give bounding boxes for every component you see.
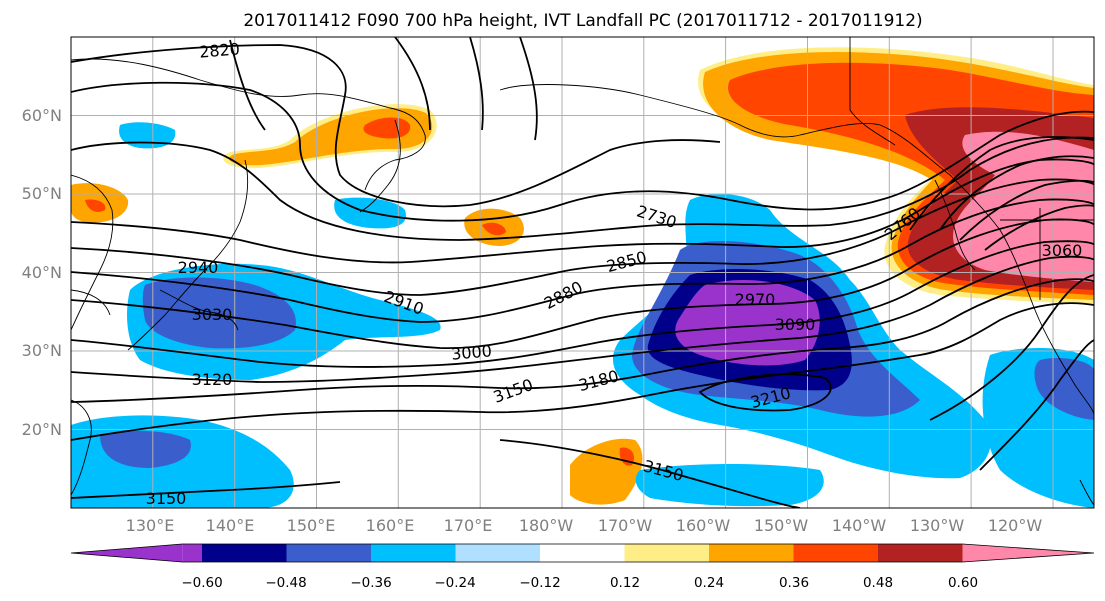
contour-j: [71, 302, 1094, 441]
shade-positive-midpac-red: [482, 222, 506, 236]
contour-west-4: [519, 37, 538, 141]
colorbar-tick-label: 0.24: [694, 575, 724, 591]
colorbar-labels: −0.60 −0.48 −0.36 −0.24 −0.12 0.12 0.24 …: [181, 575, 978, 591]
shade-negative-central-purple: [675, 280, 820, 366]
contour-l: [71, 481, 341, 499]
lon-tick-label: 130°W: [910, 516, 965, 535]
map-area: 2820 2940 3030 2910 2730 2850 2880 2970 …: [71, 37, 1094, 508]
contour-h: [71, 255, 1094, 383]
colorbar-bin: [286, 544, 371, 562]
contour-f: [71, 218, 1094, 349]
contour-g: [71, 240, 1094, 368]
colorbar-bin: [371, 544, 456, 562]
colorbar-bin: [709, 544, 794, 562]
contour-label: 3090: [775, 315, 816, 334]
colorbar-bin: [793, 544, 878, 562]
lon-tick-label: 170°W: [598, 516, 653, 535]
shade-negative-se-coast-blue: [1034, 358, 1094, 420]
lon-tick-label: 150°W: [754, 516, 809, 535]
contour-gulf-3: [959, 179, 1094, 241]
lat-tick-label: 20°N: [22, 420, 62, 439]
longitude-labels: 130°E 140°E 150°E 160°E 170°E 180°W 170°…: [126, 516, 1043, 535]
height-contours: [71, 37, 1094, 508]
contour-label: 2970: [735, 290, 776, 309]
colorbar-tick-label: −0.48: [265, 575, 306, 591]
colorbar-tick-label: −0.60: [181, 575, 222, 591]
contour-2820: [71, 44, 721, 208]
colorbar-outline: [70, 543, 1095, 563]
contour-c: [71, 158, 1094, 264]
contour-west-3: [469, 37, 484, 131]
map-title: 2017011412 F090 700 hPa height, IVT Land…: [243, 11, 922, 31]
colorbar-bin: [540, 544, 625, 562]
contour-gulf-4: [984, 204, 1094, 251]
colorbar: [70, 543, 1095, 563]
colorbar-tick-label: −0.24: [434, 575, 475, 591]
shade-negative-south-strip: [635, 464, 824, 507]
colorbar-extend-high: [962, 544, 1094, 562]
lon-tick-label: 160°E: [366, 516, 415, 535]
colorbar-tick-label: 0.48: [863, 575, 893, 591]
contour-west-2: [394, 37, 431, 131]
lon-tick-label: 140°W: [832, 516, 887, 535]
lon-tick-label: 140°E: [206, 516, 255, 535]
contour-label: 3120: [192, 370, 233, 389]
colorbar-bin: [182, 544, 202, 562]
lon-tick-label: 160°W: [676, 516, 731, 535]
shade-positive-gulf-pink: [953, 131, 1094, 282]
contour-label: 3000: [450, 341, 492, 363]
contour-gulf-2: [939, 155, 1094, 231]
latitude-labels: 60°N 50°N 40°N 30°N 20°N: [22, 106, 62, 439]
shade-positive-japan-sea-red: [85, 199, 106, 212]
contour-label: 3150: [146, 489, 187, 508]
colorbar-tick-label: 0.36: [779, 575, 809, 591]
contour-label: 2820: [198, 39, 240, 61]
map-frame: [70, 36, 1095, 509]
lat-tick-label: 40°N: [22, 263, 62, 282]
contour-west-1: [229, 39, 266, 131]
contour-e: [71, 198, 1094, 323]
lon-tick-label: 150°E: [287, 516, 336, 535]
lat-tick-label: 50°N: [22, 184, 62, 203]
contour-label: 3060: [1042, 241, 1083, 260]
colorbar-tick-label: −0.36: [350, 575, 391, 591]
contour-gulf-1: [909, 136, 1094, 231]
gridlines: [71, 37, 1094, 508]
colorbar-extend-low: [71, 544, 183, 562]
contour-i: [71, 278, 1094, 403]
shade-negative-west-blue: [142, 277, 296, 349]
lat-tick-label: 60°N: [22, 106, 62, 125]
colorbar-bin: [455, 544, 540, 562]
shade-negative-sw-blue: [100, 430, 191, 468]
contour-a: [71, 81, 1094, 222]
contour-d: [71, 178, 1094, 296]
lon-tick-label: 180°W: [519, 516, 574, 535]
lon-tick-label: 120°W: [988, 516, 1043, 535]
lon-tick-label: 170°E: [444, 516, 493, 535]
contour-n: [979, 339, 1094, 471]
colorbar-bin: [202, 544, 287, 562]
lon-tick-label: 130°E: [126, 516, 175, 535]
contour-label: 2940: [178, 258, 219, 277]
contour-m: [929, 274, 1094, 421]
colorbar-tick-label: −0.12: [519, 575, 560, 591]
colorbar-tick-label: 0.12: [610, 575, 640, 591]
colorbar-tick-label: 0.60: [948, 575, 978, 591]
ivt-shading: [71, 47, 1094, 508]
colorbar-bin: [624, 544, 709, 562]
contour-label: 3030: [192, 305, 233, 324]
contour-3210: [698, 373, 832, 412]
contour-k: [499, 439, 801, 508]
colorbar-bin: [878, 544, 963, 562]
lat-tick-label: 30°N: [22, 341, 62, 360]
